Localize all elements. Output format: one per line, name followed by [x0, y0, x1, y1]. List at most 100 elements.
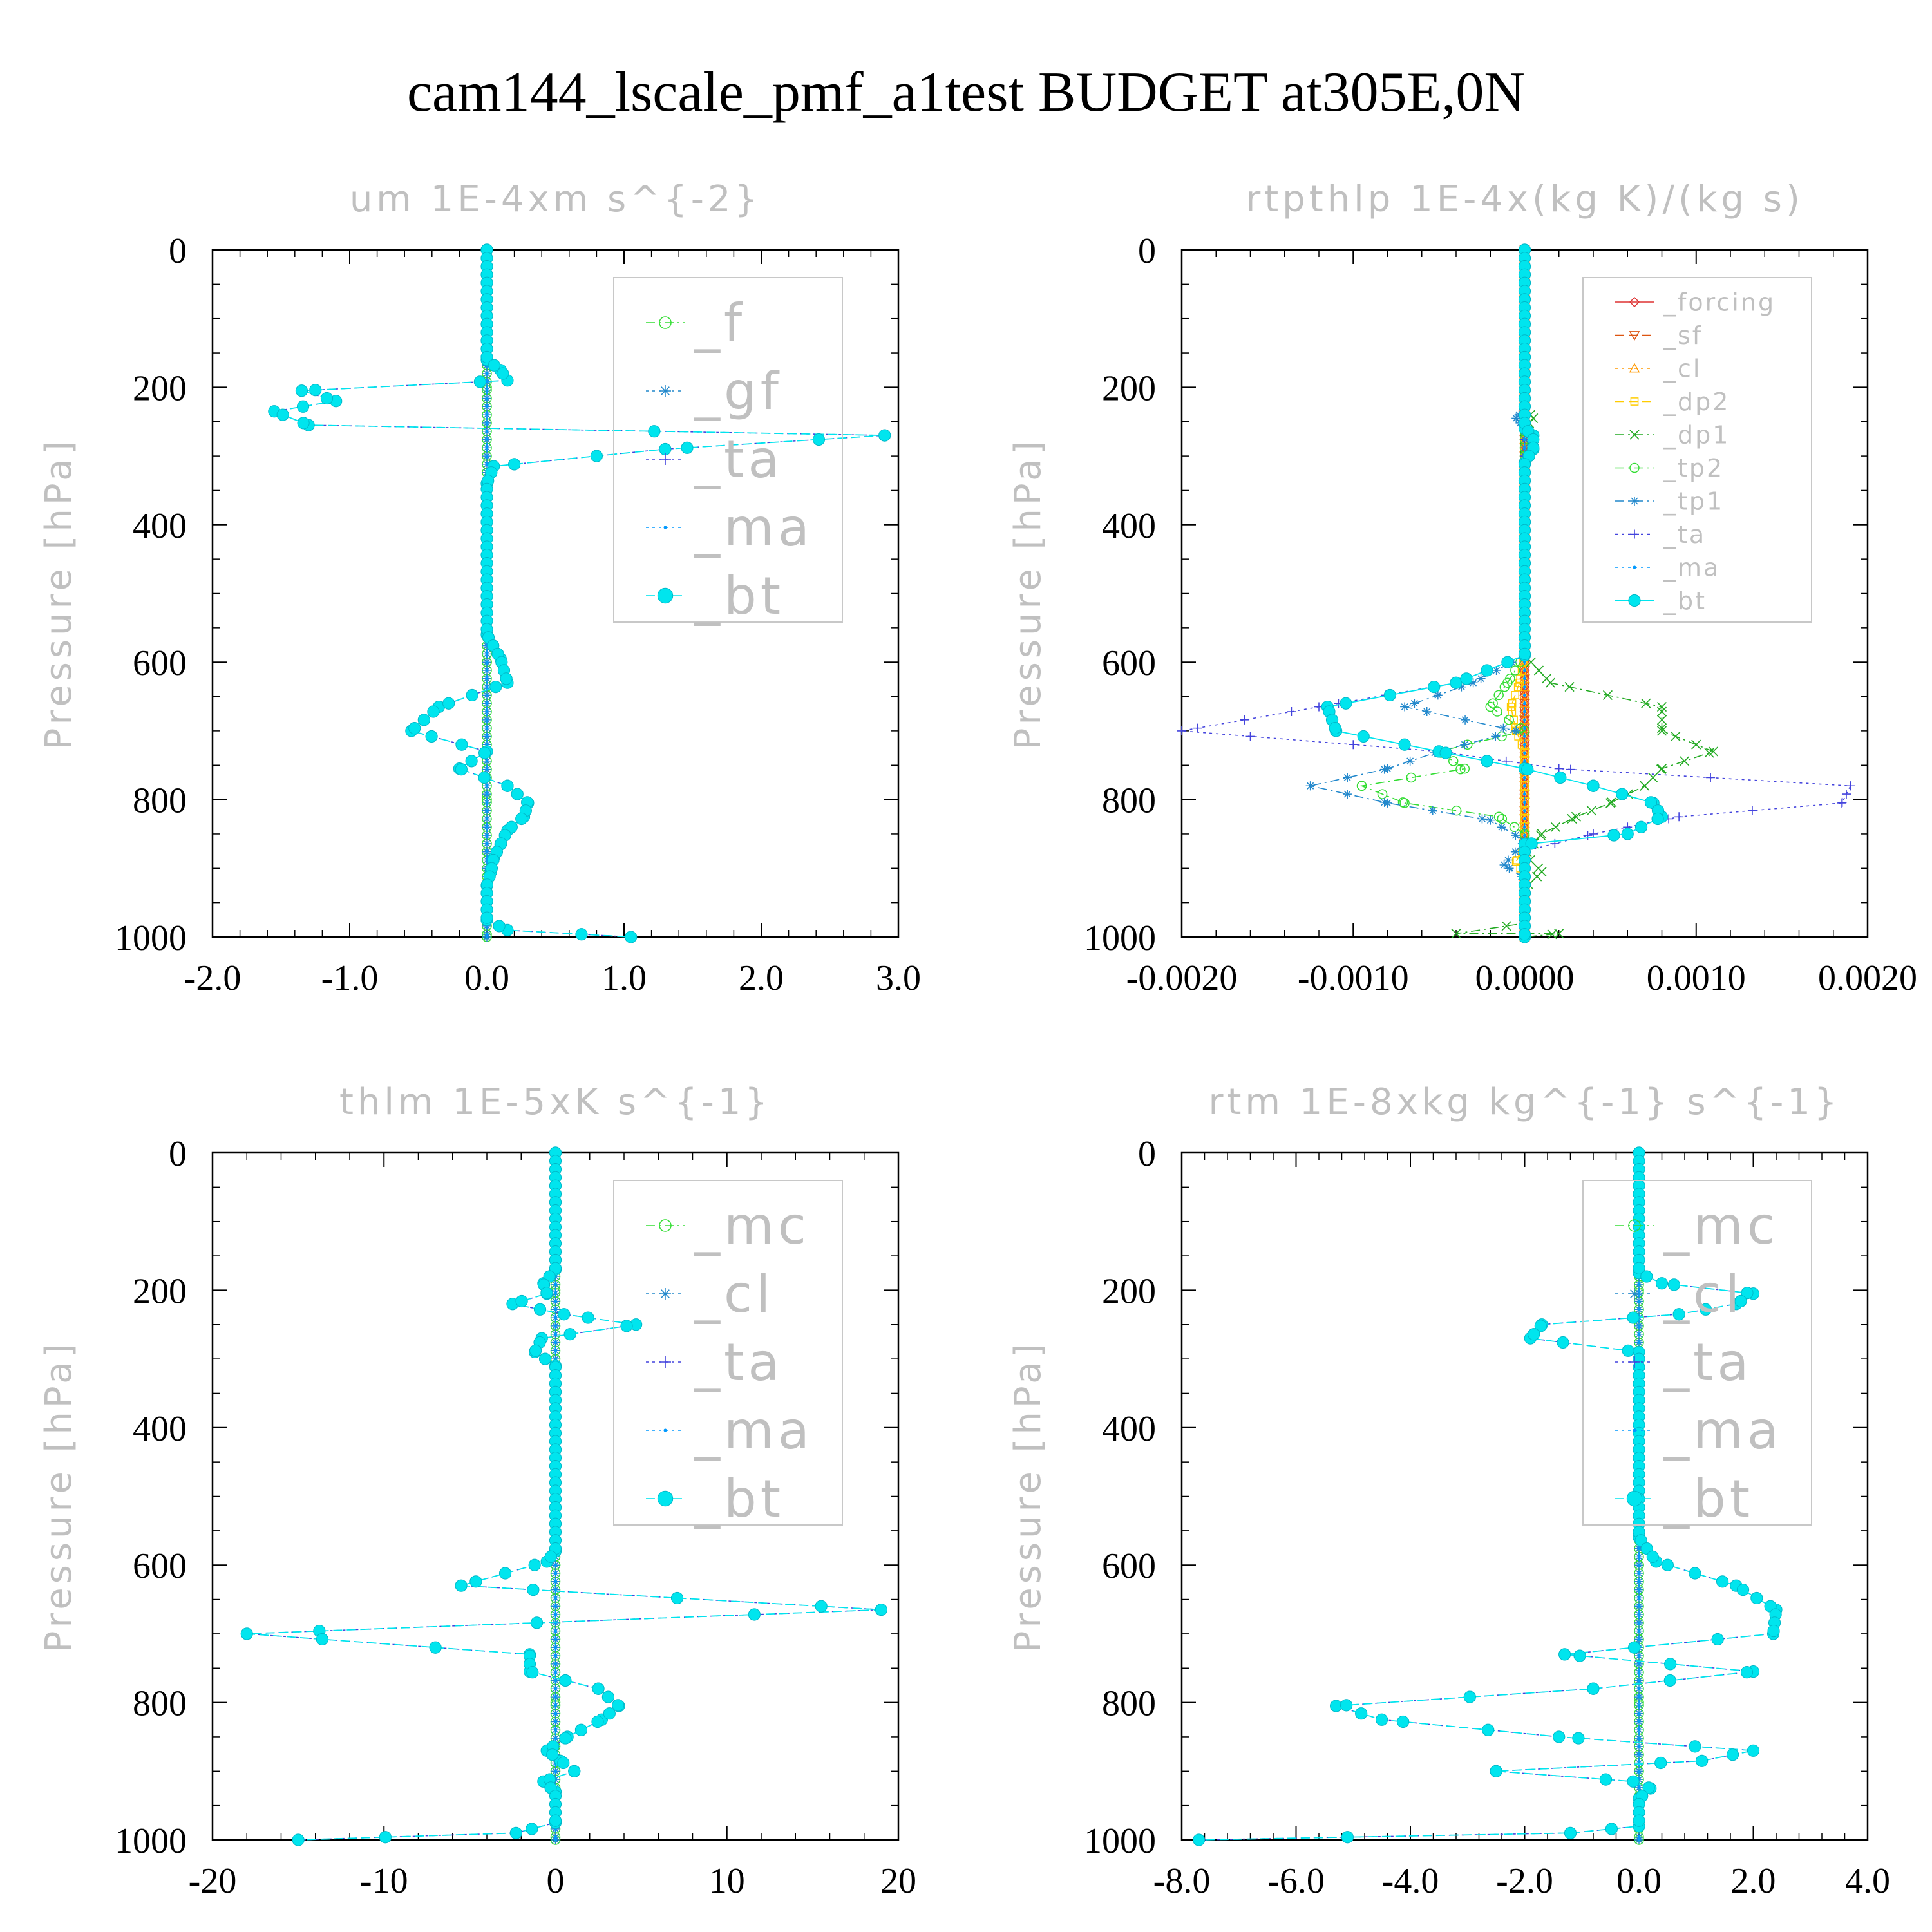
- data-point: [1689, 1740, 1701, 1753]
- data-point: [603, 1707, 616, 1720]
- data-point: [485, 726, 489, 730]
- data-point: [554, 1332, 557, 1336]
- legend-marker: [1630, 529, 1639, 539]
- data-point: [1450, 676, 1463, 689]
- data-point: [1680, 756, 1690, 766]
- data-point: [1492, 706, 1502, 717]
- data-point: [554, 1604, 557, 1608]
- data-point: [1634, 820, 1648, 833]
- data-point: [1410, 699, 1419, 708]
- data-point: [1627, 1775, 1640, 1788]
- data-point: [1523, 677, 1526, 681]
- data-point: [1637, 1753, 1641, 1757]
- data-point: [1193, 1833, 1206, 1846]
- data-point: [1497, 822, 1506, 832]
- data-point: [591, 1715, 604, 1728]
- data-point: [1841, 790, 1851, 799]
- data-point: [1573, 1649, 1586, 1662]
- data-point: [526, 1823, 538, 1835]
- data-point: [1736, 1584, 1750, 1596]
- data-point: [812, 433, 826, 446]
- x-tick-label: -0.0020: [1126, 958, 1238, 998]
- data-point: [1499, 860, 1509, 869]
- legend-marker: [1633, 1428, 1636, 1432]
- data-point: [1329, 722, 1341, 735]
- legend-marker: [1629, 296, 1640, 308]
- data-point: [1398, 738, 1411, 751]
- x-tick-label: 2.0: [1731, 1861, 1776, 1901]
- y-axis-label: Pressure [hPa]: [38, 437, 80, 750]
- data-point: [1586, 806, 1596, 816]
- data-point: [1523, 743, 1526, 746]
- data-point: [485, 933, 489, 936]
- data-point: [590, 450, 603, 462]
- data-point: [1504, 864, 1514, 873]
- legend-marker: [1629, 1356, 1640, 1368]
- data-point: [1523, 685, 1526, 689]
- data-point: [485, 446, 489, 450]
- data-point: [1535, 830, 1546, 840]
- data-point: [1572, 1732, 1585, 1745]
- x-tick-label: 20: [880, 1861, 916, 1901]
- data-point: [1509, 822, 1520, 833]
- data-point: [554, 1736, 557, 1740]
- x-tick-label: -0.0010: [1298, 958, 1409, 998]
- data-point: [1605, 1823, 1618, 1835]
- data-point: [425, 730, 438, 743]
- legend-marker: [657, 587, 674, 604]
- data-point: [1523, 751, 1526, 755]
- data-point: [568, 1765, 581, 1777]
- data-point: [485, 784, 489, 788]
- legend-label: _ta: [694, 430, 783, 489]
- data-point: [1637, 1786, 1641, 1790]
- data-point: [309, 384, 322, 397]
- data-point: [1644, 796, 1658, 809]
- data-point: [1521, 763, 1534, 776]
- data-point: [1357, 730, 1370, 743]
- legend-box: [1582, 1180, 1812, 1526]
- data-point: [1510, 715, 1518, 724]
- data-point: [485, 800, 489, 804]
- data-point: [1508, 699, 1517, 708]
- data-point: [1704, 748, 1714, 758]
- data-point: [1287, 707, 1296, 717]
- y-tick-label: 200: [1102, 1271, 1156, 1311]
- data-point: [455, 1579, 468, 1592]
- data-point: [1637, 1695, 1641, 1699]
- data-point: [1488, 698, 1498, 708]
- data-point: [554, 1703, 557, 1707]
- x-tick-label: 0.0000: [1475, 958, 1575, 998]
- data-point: [1520, 806, 1529, 815]
- panel-3: thlm 1E-5xK s^{-1}Pressure [hPa]02004006…: [38, 1081, 916, 1901]
- data-point: [1646, 1550, 1659, 1563]
- data-point: [1616, 788, 1629, 800]
- data-point: [509, 1826, 522, 1839]
- data-point: [498, 1567, 512, 1580]
- data-point: [1177, 726, 1186, 735]
- data-point: [1656, 764, 1667, 775]
- data-point: [529, 1344, 542, 1357]
- data-point: [1747, 1744, 1760, 1757]
- data-point: [1340, 1699, 1353, 1712]
- x-tick-label: 0.0: [1616, 1861, 1662, 1901]
- data-point: [1379, 764, 1389, 774]
- data-point: [1460, 740, 1470, 750]
- y-tick-label: 0: [169, 1134, 187, 1174]
- data-point: [554, 1307, 557, 1311]
- data-point: [1493, 690, 1504, 701]
- x-tick-label: 0.0: [464, 958, 509, 998]
- legend-label: _bt: [694, 1469, 784, 1529]
- data-point: [1501, 756, 1511, 766]
- panel-title: rtm 1E-8xkg kg^{-1} s^{-1}: [1208, 1081, 1841, 1123]
- data-point: [878, 429, 891, 442]
- data-point: [1637, 1687, 1641, 1690]
- data-point: [1656, 715, 1667, 725]
- data-point: [1637, 1745, 1641, 1748]
- data-point: [1637, 1736, 1641, 1740]
- data-point: [1637, 1307, 1641, 1311]
- legend-label: _ma: [1663, 1401, 1783, 1461]
- data-point: [485, 718, 489, 722]
- data-point: [1667, 1278, 1681, 1291]
- data-point: [1691, 739, 1701, 750]
- data-point: [1628, 1641, 1641, 1654]
